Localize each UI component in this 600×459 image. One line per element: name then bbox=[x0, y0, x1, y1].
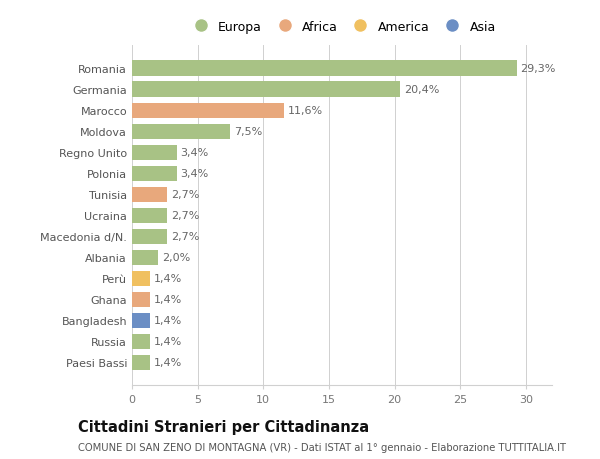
Text: 2,7%: 2,7% bbox=[172, 232, 200, 242]
Legend: Europa, Africa, America, Asia: Europa, Africa, America, Asia bbox=[185, 18, 499, 36]
Text: COMUNE DI SAN ZENO DI MONTAGNA (VR) - Dati ISTAT al 1° gennaio - Elaborazione TU: COMUNE DI SAN ZENO DI MONTAGNA (VR) - Da… bbox=[78, 442, 566, 452]
Text: 1,4%: 1,4% bbox=[154, 358, 182, 368]
Text: 3,4%: 3,4% bbox=[181, 148, 209, 158]
Bar bbox=[132, 208, 167, 223]
Bar bbox=[132, 82, 400, 97]
Text: 7,5%: 7,5% bbox=[235, 127, 263, 137]
Bar bbox=[132, 124, 230, 140]
Text: 2,7%: 2,7% bbox=[172, 190, 200, 200]
Bar bbox=[132, 271, 151, 286]
Bar bbox=[132, 250, 158, 265]
Text: 20,4%: 20,4% bbox=[404, 85, 439, 95]
Text: Cittadini Stranieri per Cittadinanza: Cittadini Stranieri per Cittadinanza bbox=[78, 419, 369, 434]
Text: 2,7%: 2,7% bbox=[172, 211, 200, 221]
Bar bbox=[132, 145, 176, 160]
Bar bbox=[132, 334, 151, 349]
Bar bbox=[132, 292, 151, 307]
Text: 1,4%: 1,4% bbox=[154, 274, 182, 284]
Text: 2,0%: 2,0% bbox=[162, 253, 190, 263]
Bar bbox=[132, 103, 284, 118]
Text: 29,3%: 29,3% bbox=[521, 64, 556, 74]
Text: 1,4%: 1,4% bbox=[154, 316, 182, 325]
Bar bbox=[132, 62, 517, 77]
Text: 1,4%: 1,4% bbox=[154, 295, 182, 305]
Bar bbox=[132, 313, 151, 328]
Bar bbox=[132, 166, 176, 181]
Text: 1,4%: 1,4% bbox=[154, 336, 182, 347]
Bar bbox=[132, 187, 167, 202]
Bar bbox=[132, 229, 167, 244]
Text: 3,4%: 3,4% bbox=[181, 169, 209, 179]
Bar bbox=[132, 355, 151, 370]
Text: 11,6%: 11,6% bbox=[288, 106, 323, 116]
